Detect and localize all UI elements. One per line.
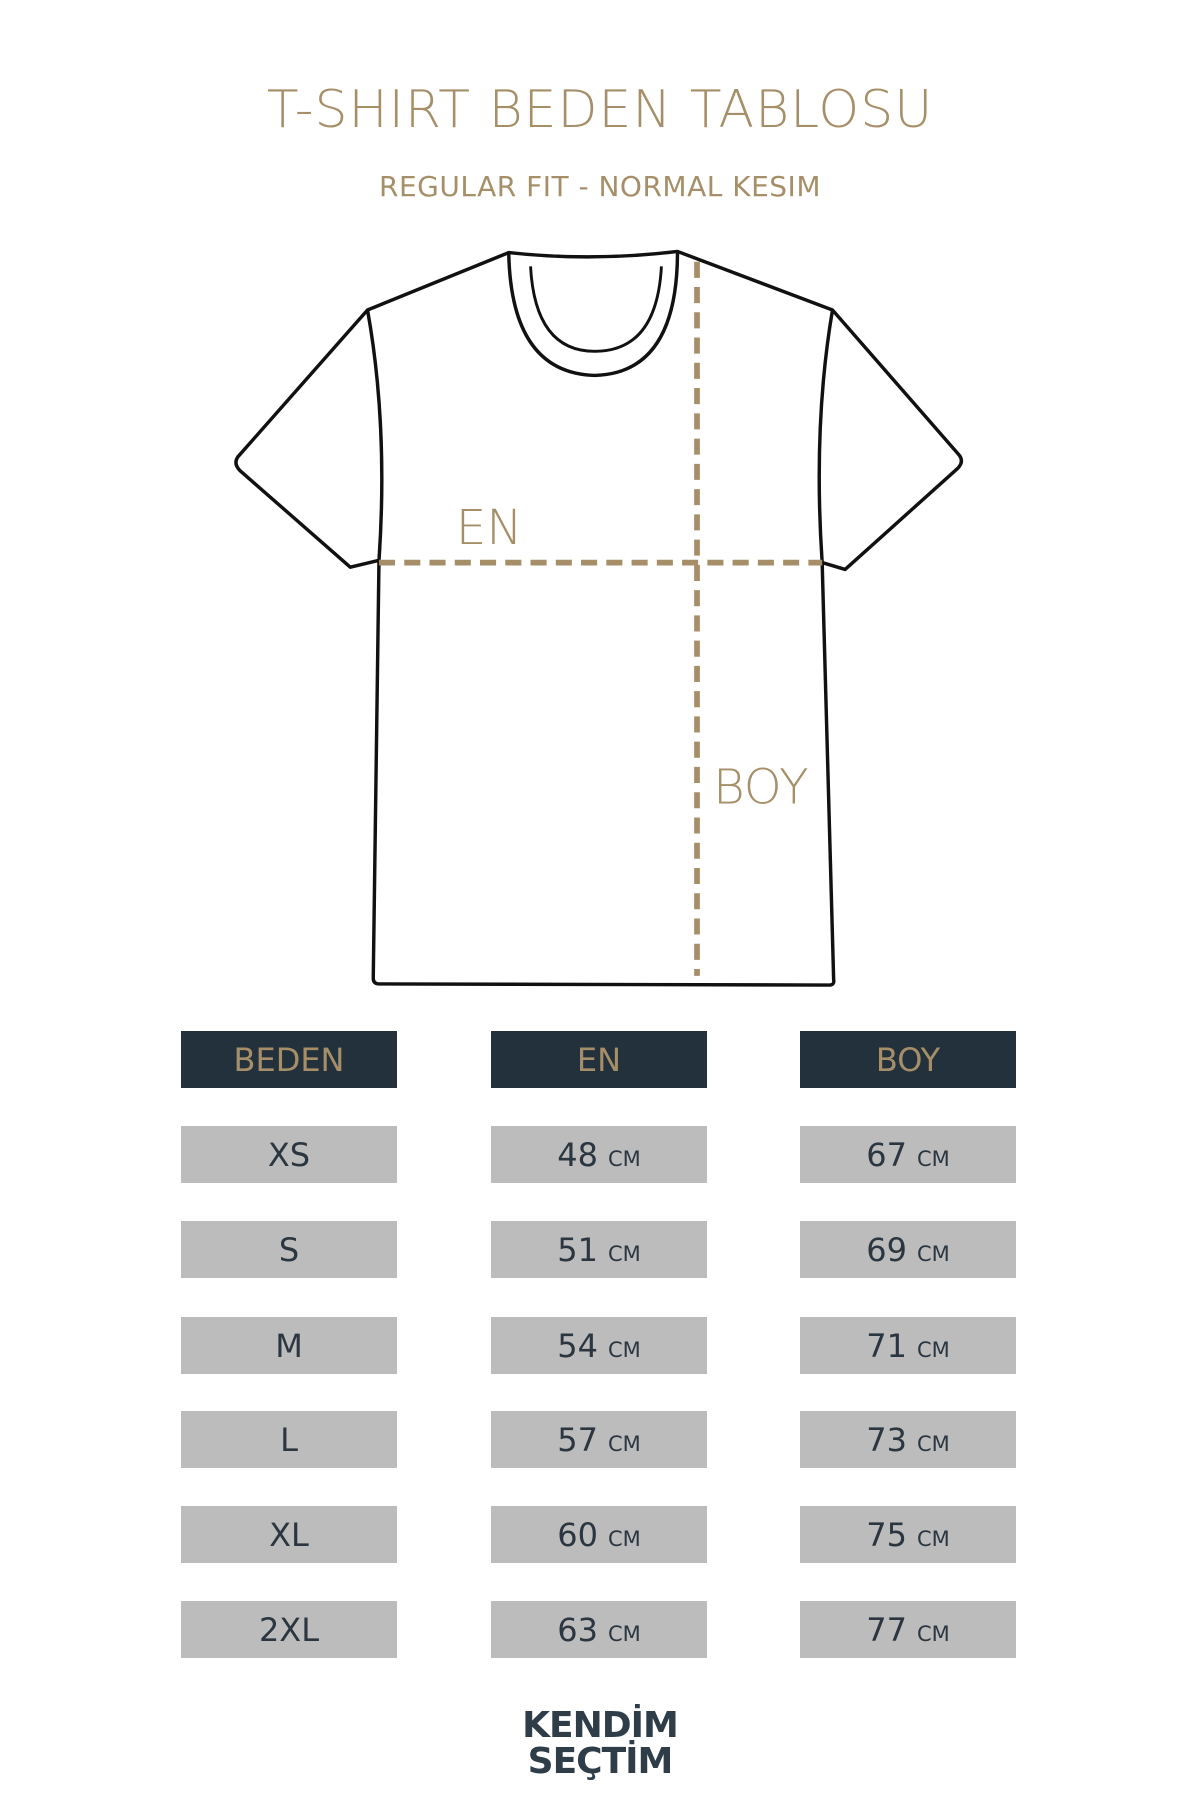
size-cell: XS (181, 1126, 397, 1183)
header-beden: BEDEN (181, 1031, 397, 1088)
size-cell-value: S (278, 1230, 300, 1269)
en-cell-value: 51 (557, 1230, 598, 1269)
unit-label: CM (607, 1526, 641, 1551)
unit-label: CM (916, 1431, 950, 1456)
unit-label: CM (607, 1621, 641, 1646)
size-cell-value: XL (269, 1515, 309, 1554)
boy-cell-value: 69 (866, 1230, 907, 1269)
collar-outer (507, 251, 680, 378)
en-cell-value: 48 (557, 1135, 598, 1174)
boy-cell: 69 CM (800, 1221, 1016, 1278)
boy-cell: 75 CM (800, 1506, 1016, 1563)
boy-cell-value: 67 (866, 1135, 907, 1174)
size-cell-value: M (275, 1326, 303, 1365)
size-cell-value: 2XL (258, 1610, 320, 1649)
size-cell: XL (181, 1506, 397, 1563)
size-cell: L (181, 1411, 397, 1468)
unit-label: CM (916, 1621, 950, 1646)
unit-label: CM (607, 1337, 641, 1362)
collar-inner (529, 266, 663, 353)
size-cell: 2XL (181, 1601, 397, 1658)
unit-label: CM (607, 1241, 641, 1266)
en-cell-value: 63 (557, 1610, 598, 1649)
width-label: EN (456, 500, 523, 556)
page-title: T-SHIRT BEDEN TABLOSU (266, 80, 934, 140)
unit-label: CM (916, 1241, 950, 1266)
boy-cell-value: 75 (866, 1515, 907, 1554)
boy-cell-value: 71 (866, 1326, 907, 1365)
unit-label: CM (916, 1146, 950, 1171)
size-cell: M (181, 1317, 397, 1374)
size-cell-value: XS (267, 1135, 311, 1174)
en-cell: 63 CM (491, 1601, 707, 1658)
logo-line2: SEÇTİM (527, 1741, 674, 1782)
en-cell: 60 CM (491, 1506, 707, 1563)
sleeve-seam-right (817, 309, 835, 563)
logo-line1: KENDİM (522, 1705, 679, 1746)
en-cell: 54 CM (491, 1317, 707, 1374)
unit-label: CM (916, 1526, 950, 1551)
unit-label: CM (916, 1337, 950, 1362)
en-cell-value: 60 (557, 1515, 598, 1554)
header-en: EN (491, 1031, 707, 1088)
boy-cell: 71 CM (800, 1317, 1016, 1374)
boy-cell-value: 73 (866, 1420, 907, 1459)
en-cell: 51 CM (491, 1221, 707, 1278)
en-cell-value: 54 (557, 1326, 598, 1365)
boy-cell: 77 CM (800, 1601, 1016, 1658)
unit-label: CM (607, 1431, 641, 1456)
en-cell: 48 CM (491, 1126, 707, 1183)
en-cell-value: 57 (557, 1420, 598, 1459)
sleeve-seam-left (365, 309, 384, 561)
size-cell: S (181, 1221, 397, 1278)
unit-label: CM (607, 1146, 641, 1171)
page-subtitle: REGULAR FIT - NORMAL KESIM (379, 170, 821, 203)
tshirt-outline (234, 249, 964, 987)
size-cell-value: L (280, 1420, 298, 1459)
en-cell: 57 CM (491, 1411, 707, 1468)
brand-logo: KENDİM SEÇTİM (0, 1708, 1200, 1780)
length-label: BOY (713, 760, 809, 816)
boy-cell: 73 CM (800, 1411, 1016, 1468)
boy-cell-value: 77 (866, 1610, 907, 1649)
boy-cell: 67 CM (800, 1126, 1016, 1183)
header-boy: BOY (800, 1031, 1016, 1088)
tshirt-diagram: EN BOY (234, 249, 964, 987)
